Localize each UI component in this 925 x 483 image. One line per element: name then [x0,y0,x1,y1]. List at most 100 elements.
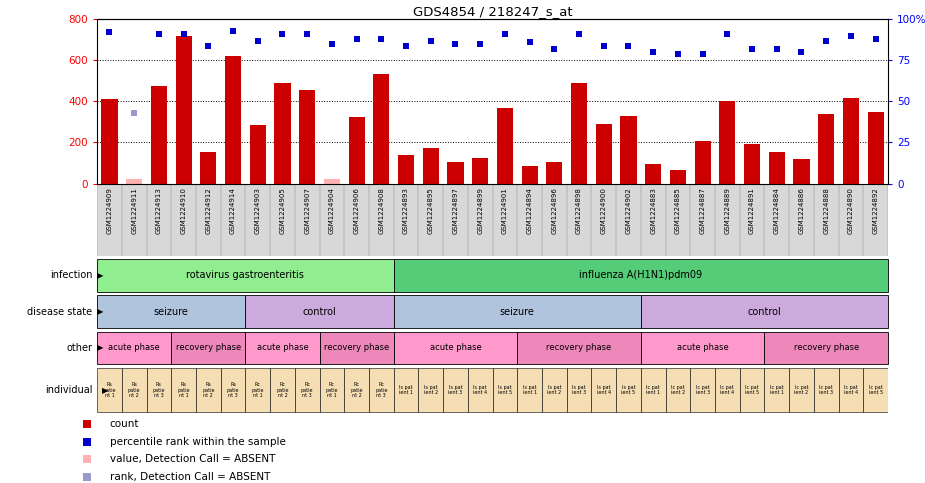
Point [127,109,142,117]
Text: ▶: ▶ [102,385,108,395]
Bar [369,368,394,412]
Text: GSM1224908: GSM1224908 [378,187,385,234]
Text: Rc
patie
nt 2: Rc patie nt 2 [277,382,289,398]
Bar [468,368,492,412]
Point [80,473,94,481]
Title: GDS4854 / 218247_s_at: GDS4854 / 218247_s_at [413,5,573,18]
Point [621,42,635,49]
Point [646,48,660,56]
Text: Is pat
ient 4: Is pat ient 4 [474,384,487,396]
Point [671,50,685,57]
Bar [349,117,364,184]
Text: GSM1224883: GSM1224883 [650,187,656,234]
Bar [299,90,315,184]
Text: GSM1224896: GSM1224896 [551,187,558,234]
Bar [398,155,414,184]
Text: GSM1224898: GSM1224898 [576,187,582,234]
Point [720,30,734,38]
Text: Ic pat
ient 5: Ic pat ient 5 [745,384,759,396]
Bar [690,368,715,412]
Text: control: control [302,307,337,316]
Text: GSM1224910: GSM1224910 [180,187,187,234]
Bar [122,368,146,412]
Bar [423,148,438,184]
Point [80,420,94,428]
Text: Ic pat
ient 4: Ic pat ient 4 [721,384,734,396]
Text: value, Detection Call = ABSENT: value, Detection Call = ABSENT [109,455,275,464]
Text: Is pat
ient 1: Is pat ient 1 [523,384,536,396]
Text: GSM1224905: GSM1224905 [279,187,286,234]
Bar [769,152,784,184]
Text: Ic pat
ient 2: Ic pat ient 2 [671,384,685,396]
Text: Rs
patie
nt 1: Rs patie nt 1 [178,382,190,398]
Text: control: control [747,307,782,316]
Bar [126,179,142,184]
Text: GSM1224902: GSM1224902 [625,187,632,234]
Bar [863,368,888,412]
Text: acute phase: acute phase [256,343,308,352]
Text: rank, Detection Call = ABSENT: rank, Detection Call = ABSENT [109,472,270,482]
Point [794,48,808,56]
Text: GSM1224893: GSM1224893 [403,187,409,234]
Bar [374,74,389,184]
Text: GSM1224906: GSM1224906 [353,187,360,234]
Bar [196,368,221,412]
Point [226,27,240,35]
Bar [97,368,122,412]
Text: GSM1224900: GSM1224900 [600,187,607,234]
Bar [819,114,834,184]
Bar [324,179,340,184]
Bar [621,116,636,184]
Point [844,32,858,40]
Bar [591,368,616,412]
Bar [794,159,809,184]
Text: GSM1224892: GSM1224892 [872,187,879,234]
Point [523,39,537,46]
Text: GSM1224889: GSM1224889 [724,187,731,234]
Text: count: count [109,419,139,429]
Bar [764,331,888,364]
Bar [394,295,641,328]
Bar [695,142,710,184]
Text: ▶: ▶ [97,307,104,316]
Text: acute phase: acute phase [677,343,729,352]
Point [572,30,586,38]
Bar [764,368,789,412]
Text: Rs
patie
nt 3: Rs patie nt 3 [227,382,240,398]
Point [201,42,216,49]
Bar [151,86,166,184]
Text: influenza A(H1N1)pdm09: influenza A(H1N1)pdm09 [579,270,702,280]
Point [177,30,191,38]
Bar [97,295,245,328]
Bar [250,125,265,184]
Bar [567,368,591,412]
Bar [295,368,319,412]
Text: acute phase: acute phase [108,343,160,352]
Text: Rs
patie
nt 1: Rs patie nt 1 [104,382,116,398]
Text: rotavirus gastroenteritis: rotavirus gastroenteritis [187,270,304,280]
Text: GSM1224888: GSM1224888 [823,187,829,234]
Point [869,35,883,43]
Text: Rc
patie
nt 3: Rc patie nt 3 [376,382,388,398]
Bar [344,368,369,412]
Text: recovery phase: recovery phase [324,343,389,352]
Bar [645,164,661,184]
Point [251,37,265,44]
Text: infection: infection [50,270,92,280]
Bar [270,368,295,412]
Text: GSM1224913: GSM1224913 [156,187,162,234]
Bar [641,331,764,364]
Text: GSM1224884: GSM1224884 [774,187,780,234]
Bar [102,99,117,184]
Text: Is pat
ient 3: Is pat ient 3 [449,384,462,396]
Text: Ic pat
ient 1: Ic pat ient 1 [647,384,660,396]
Point [696,50,710,57]
Text: recovery phase: recovery phase [176,343,241,352]
Text: GSM1224909: GSM1224909 [106,187,113,234]
Bar [448,162,463,184]
Bar [221,368,245,412]
Text: Is pat
ient 5: Is pat ient 5 [498,384,512,396]
Point [374,35,388,43]
Bar [839,368,863,412]
Bar [641,368,666,412]
